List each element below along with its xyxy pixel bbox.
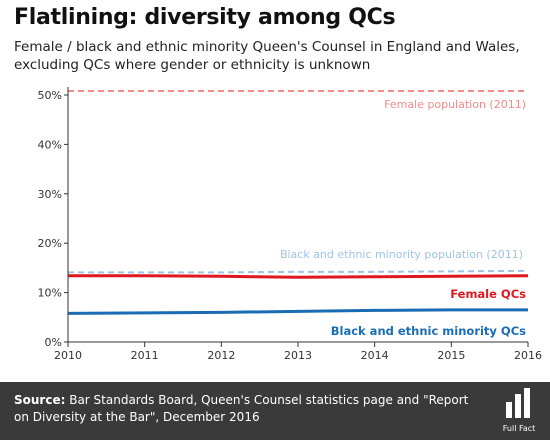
x-tick-label: 2016 [514,349,542,362]
x-tick-label: 2013 [284,349,312,362]
logo-text: Full Fact [503,424,536,433]
series-label-1: Female population (2011) [384,98,526,111]
source-label: Source: [14,393,66,407]
full-fact-logo-icon: Full Fact [503,388,536,433]
y-tick-label: 10% [38,287,62,300]
series-line-3 [68,274,529,279]
y-axis-ticks: 0% 10% 20% 30% 40% 50% [38,89,68,349]
series-labels: Female population (2011) Black and ethnic… [280,98,526,338]
y-tick-label: 50% [38,89,62,102]
x-tick-label: 2011 [131,349,159,362]
source-note: Source: Bar Standards Board, Queen's Cou… [14,392,484,426]
chart-subtitle: Female / black and ethnic minority Queen… [14,39,520,73]
series-label-2: Black and ethnic minority population (20… [280,248,523,261]
chart-title: Flatlining: diversity among QCs [14,5,396,30]
x-tick-label: 2010 [54,349,82,362]
y-tick-label: 20% [38,237,62,250]
y-tick-label: 0% [45,336,62,349]
x-axis-ticks: 2010 2011 2012 2013 2014 2015 2016 [54,342,542,362]
x-tick-label: 2012 [207,349,235,362]
series-label-4: Black and ethnic minority QCs [331,324,526,338]
series-lines [67,90,529,315]
x-tick-label: 2015 [437,349,465,362]
source-text: Bar Standards Board, Queen's Counsel sta… [14,393,469,424]
x-tick-label: 2014 [361,349,389,362]
series-line-4 [67,308,528,315]
y-tick-label: 40% [38,138,62,151]
y-tick-label: 30% [38,188,62,201]
series-line-2 [68,269,529,274]
footer: Source: Bar Standards Board, Queen's Cou… [0,382,550,440]
line-chart: 0%10%20%30%40%50% 2010 2011 2012 2013 2014 20… [38,87,542,362]
series-label-3: Female QCs [450,287,526,301]
